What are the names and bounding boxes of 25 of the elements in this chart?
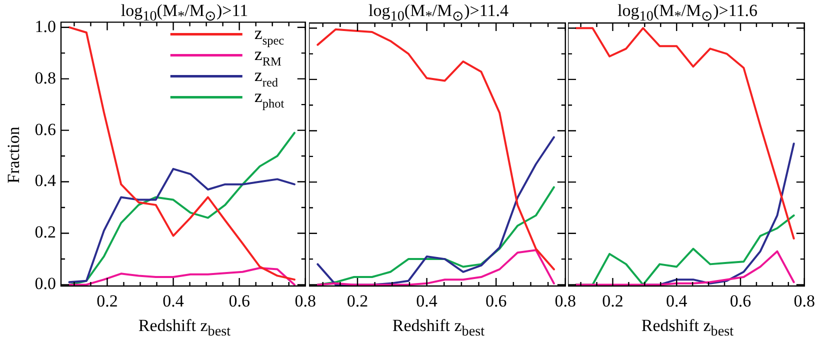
y-tick-label: 1.0: [34, 16, 56, 36]
y-tick-label: 0.6: [34, 120, 56, 139]
y-tick-label: 0.0: [34, 274, 56, 294]
chart-title: log$_{10}$(M$_{*}$/M$_{⊙}$)>11: [120, 1, 248, 24]
x-tick-label: 0.6: [730, 292, 752, 311]
y-tick-label: 0.8: [34, 68, 56, 88]
x-tick-label: 0.6: [485, 292, 507, 311]
x-tick-label: 0.2: [602, 292, 624, 311]
x-tick-label: 0.8: [554, 292, 576, 311]
x-axis-title: Redshift z$_{best}$: [640, 316, 735, 340]
x-axis-title: Redshift z$_{best}$: [391, 316, 486, 340]
chart-title: log$_{10}$(M$_{*}$/M$_{⊙}$)>11.4: [368, 1, 510, 26]
x-tick-label: 0.4: [162, 292, 184, 311]
x-tick-label: 0.8: [794, 292, 815, 311]
x-tick-label: 0.4: [666, 292, 688, 311]
y-tick-label: 0.2: [34, 222, 56, 242]
chart-title: log$_{10}$(M$_{*}$/M$_{⊙}$)>11.6: [616, 1, 758, 26]
x-axis-title: Redshift z$_{best}$: [137, 316, 232, 340]
x-tick-label: 0.8: [294, 292, 316, 311]
x-tick-label: 0.6: [228, 292, 250, 311]
y-tick-label: 0.4: [34, 171, 56, 190]
y-axis-title: Fraction: [4, 125, 24, 184]
x-tick-label: 0.4: [416, 292, 438, 311]
x-tick-label: 0.2: [96, 292, 118, 311]
x-tick-label: 0.2: [346, 292, 368, 311]
